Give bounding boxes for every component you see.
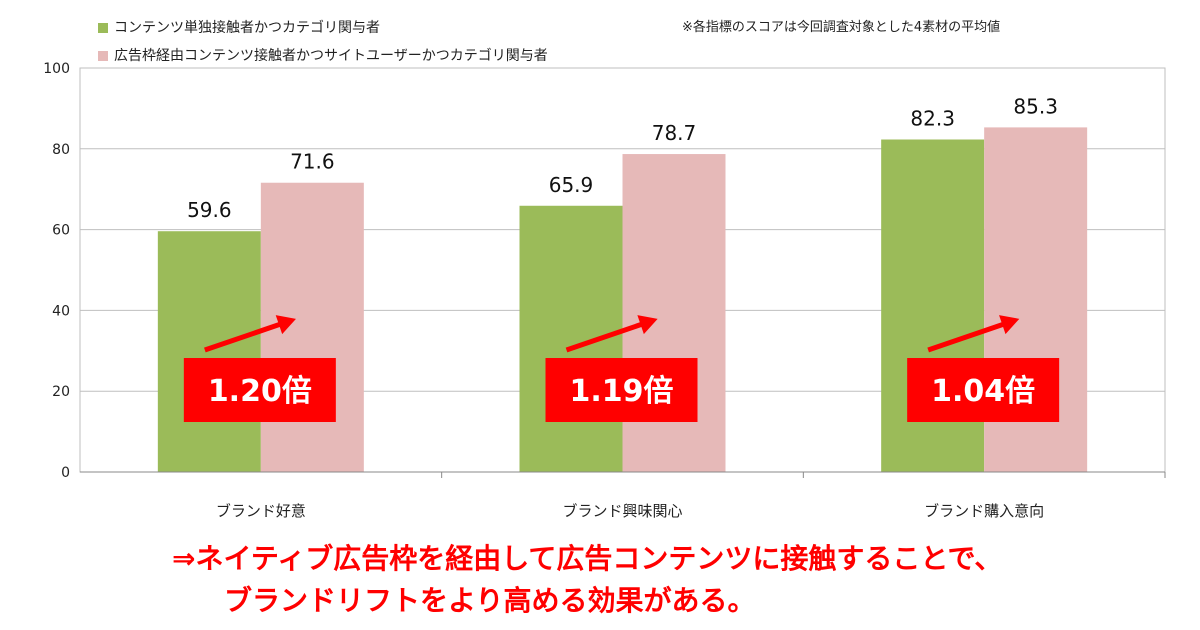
bar	[881, 139, 985, 472]
bar	[622, 154, 726, 472]
ratio-label: 1.19倍	[569, 374, 673, 409]
legend-swatch-pink	[98, 51, 108, 61]
bar	[157, 231, 261, 472]
y-tick-label: 0	[61, 465, 70, 481]
x-tick-label: ブランド興味関心	[562, 502, 682, 520]
data-label: 71.6	[290, 150, 335, 174]
y-tick-label: 100	[43, 61, 70, 77]
bar	[519, 205, 623, 472]
ratio-label: 1.20倍	[208, 374, 312, 409]
data-label: 82.3	[910, 107, 955, 131]
data-label: 59.6	[187, 198, 232, 222]
x-tick-label: ブランド購入意向	[924, 502, 1044, 520]
legend-label-pink: 広告枠経由コンテンツ接触者かつサイトユーザーかつカテゴリ関与者	[114, 48, 548, 64]
footnote: ※各指標のスコアは今回調査対象とした4素材の平均値	[682, 20, 1001, 35]
data-label: 85.3	[1013, 94, 1058, 118]
legend-item-green: コンテンツ単独接触者かつカテゴリ関与者	[98, 14, 548, 42]
ratio-badge	[545, 358, 698, 422]
trend-arrow-line	[204, 321, 282, 353]
ratio-label: 1.04倍	[931, 374, 1035, 409]
conclusion-text: ⇒ネイティブ広告枠を経由して広告コンテンツに接触することで、 ブランドリフトをよ…	[172, 538, 1002, 622]
y-tick-label: 80	[52, 142, 70, 158]
trend-arrow-head	[999, 315, 1020, 335]
trend-arrow-head	[275, 315, 296, 335]
conclusion-line-2: ブランドリフトをより高める効果がある。	[224, 584, 756, 617]
legend: コンテンツ単独接触者かつカテゴリ関与者 広告枠経由コンテンツ接触者かつサイトユー…	[98, 14, 548, 70]
data-label: 78.7	[652, 121, 697, 145]
data-label: 65.9	[549, 173, 594, 197]
x-tick-label: ブランド好意	[216, 502, 306, 520]
y-tick-label: 20	[52, 384, 70, 400]
legend-swatch-green	[98, 23, 108, 33]
ratio-badge	[183, 358, 336, 422]
y-tick-label: 40	[52, 303, 70, 319]
legend-item-pink: 広告枠経由コンテンツ接触者かつサイトユーザーかつカテゴリ関与者	[98, 42, 548, 70]
trend-arrow-line	[565, 321, 644, 353]
conclusion-line-1: ⇒ネイティブ広告枠を経由して広告コンテンツに接触することで、	[172, 542, 1003, 575]
y-tick-label: 60	[52, 223, 70, 239]
legend-label-green: コンテンツ単独接触者かつカテゴリ関与者	[114, 20, 380, 36]
trend-arrow-head	[637, 315, 658, 335]
ratio-badge	[907, 358, 1060, 422]
trend-arrow-line	[927, 321, 1005, 353]
